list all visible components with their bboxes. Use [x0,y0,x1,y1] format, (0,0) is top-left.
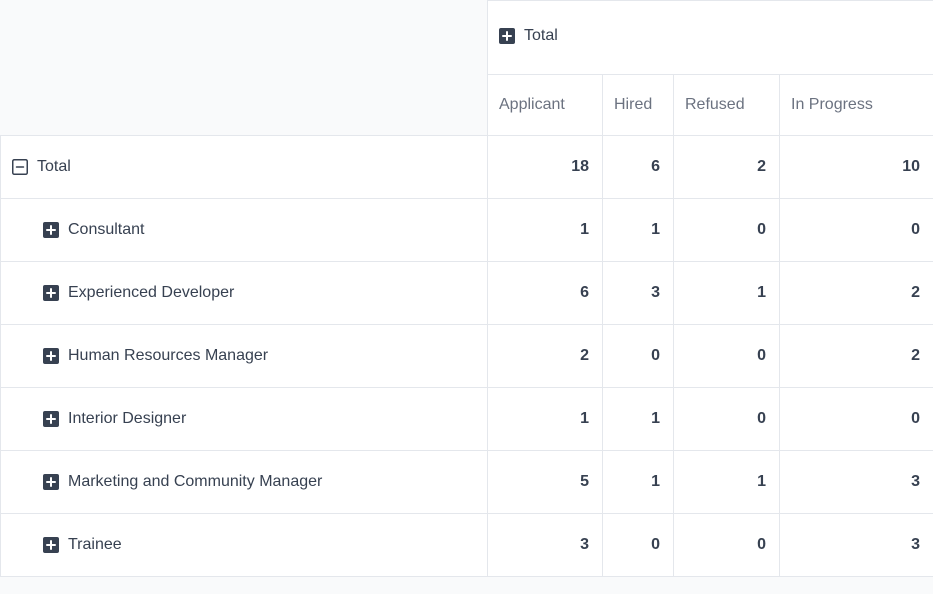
column-group-header-total[interactable]: Total [486,0,933,75]
plus-square-icon[interactable] [43,348,59,364]
plus-square-icon[interactable] [43,474,59,490]
row-header-marketing-and-community-manager[interactable]: Marketing and Community Manager [0,450,488,514]
cell-value[interactable]: 2 [778,324,933,388]
table-row-experienced-developer: Experienced Developer 6 3 1 2 [0,261,933,325]
cell-value[interactable]: 6 [487,261,603,325]
row-label: Trainee [68,536,122,553]
measure-header-applicant[interactable]: Applicant [487,74,603,136]
cell-value[interactable]: 3 [778,513,933,577]
measures-row: Applicant Hired Refused In Progress [0,74,933,136]
cell-value[interactable]: 2 [673,135,780,199]
cell-value[interactable]: 18 [487,135,603,199]
table-row-human-resources-manager: Human Resources Manager 2 0 0 2 [0,324,933,388]
measure-header-in-progress[interactable]: In Progress [778,74,933,136]
cell-value[interactable]: 1 [673,261,780,325]
row-header-interior-designer[interactable]: Interior Designer [0,387,488,451]
cell-value[interactable]: 3 [487,513,603,577]
cell-value[interactable]: 0 [673,198,780,262]
table-row-marketing-and-community-manager: Marketing and Community Manager 5 1 1 3 [0,450,933,514]
pivot-corner-cell [0,0,488,75]
row-header-human-resources-manager[interactable]: Human Resources Manager [0,324,488,388]
cell-value[interactable]: 0 [673,387,780,451]
cell-value[interactable]: 1 [673,450,780,514]
cell-value[interactable]: 6 [602,135,674,199]
column-group-label: Total [524,26,558,44]
cell-value[interactable]: 0 [778,387,933,451]
row-label: Experienced Developer [68,284,235,301]
cell-value[interactable]: 3 [602,261,674,325]
plus-square-icon[interactable] [43,411,59,427]
cell-value[interactable]: 5 [487,450,603,514]
row-header-total[interactable]: Total [0,135,488,199]
minus-square-icon[interactable] [12,159,28,175]
pivot-table: Total Applicant Hired Refused In Progres… [0,0,933,577]
row-label: Marketing and Community Manager [68,473,323,490]
cell-value[interactable]: 10 [778,135,933,199]
row-label: Interior Designer [68,410,187,427]
table-row-trainee: Trainee 3 0 0 3 [0,513,933,577]
cell-value[interactable]: 2 [487,324,603,388]
row-label: Human Resources Manager [68,347,269,364]
row-header-experienced-developer[interactable]: Experienced Developer [0,261,488,325]
table-row-interior-designer: Interior Designer 1 1 0 0 [0,387,933,451]
plus-square-icon[interactable] [43,537,59,553]
cell-value[interactable]: 1 [487,387,603,451]
row-header-consultant[interactable]: Consultant [0,198,488,262]
cell-value[interactable]: 0 [673,513,780,577]
plus-square-icon[interactable] [43,285,59,301]
plus-square-icon[interactable] [43,222,59,238]
cell-value[interactable]: 0 [602,324,674,388]
cell-value[interactable]: 1 [602,450,674,514]
plus-square-icon[interactable] [499,27,515,44]
cell-value[interactable]: 0 [778,198,933,262]
row-label: Total [37,158,71,175]
cell-value[interactable]: 0 [602,513,674,577]
cell-value[interactable]: 3 [778,450,933,514]
measure-header-refused[interactable]: Refused [673,74,780,136]
pivot-corner-cell [0,74,488,136]
column-group-row: Total [0,0,933,75]
cell-value[interactable]: 0 [673,324,780,388]
cell-value[interactable]: 1 [602,387,674,451]
cell-value[interactable]: 1 [602,198,674,262]
table-row-consultant: Consultant 1 1 0 0 [0,198,933,262]
row-label: Consultant [68,221,145,238]
table-row-total: Total 18 6 2 10 [0,135,933,199]
row-header-trainee[interactable]: Trainee [0,513,488,577]
cell-value[interactable]: 2 [778,261,933,325]
measure-header-hired[interactable]: Hired [602,74,674,136]
cell-value[interactable]: 1 [487,198,603,262]
